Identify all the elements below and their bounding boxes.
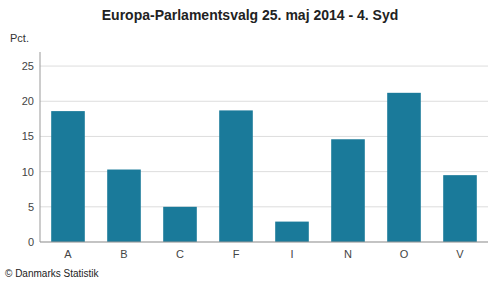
bar (51, 111, 85, 242)
chart-svg: Europa-Parlamentsvalg 25. maj 2014 - 4. … (0, 0, 500, 282)
x-tick-label: N (344, 248, 352, 260)
bar (331, 139, 365, 242)
x-tick-label: O (400, 248, 409, 260)
grid-line (40, 242, 488, 243)
x-tick-label: F (233, 248, 240, 260)
footer: © Danmarks Statistik (5, 268, 100, 279)
x-tick-label: I (290, 248, 293, 260)
grid-line (40, 66, 488, 67)
y-axis-line (40, 52, 41, 242)
y-axis-label: Pct. (10, 32, 29, 44)
y-tick-label: 10 (22, 166, 34, 178)
bar (275, 222, 309, 242)
x-tick-label: V (456, 248, 464, 260)
bar (443, 175, 477, 242)
chart-container: Europa-Parlamentsvalg 25. maj 2014 - 4. … (0, 0, 500, 282)
bars (51, 93, 477, 242)
x-tick-label: C (176, 248, 184, 260)
y-tick-label: 5 (28, 201, 34, 213)
title: Europa-Parlamentsvalg 25. maj 2014 - 4. … (102, 7, 398, 23)
bar (163, 207, 197, 242)
y-tick-label: 15 (22, 130, 34, 142)
bar (387, 93, 421, 242)
y-axis: 0 5 10 15 20 25 (22, 52, 488, 248)
x-tick-label: A (64, 248, 72, 260)
x-axis-line (40, 242, 488, 243)
y-tick-label: 20 (22, 95, 34, 107)
y-tick-label: 0 (28, 236, 34, 248)
y-tick-label: 25 (22, 60, 34, 72)
x-axis: ABCFINOV (40, 242, 488, 260)
bar (219, 110, 253, 242)
x-tick-label: B (120, 248, 127, 260)
bar (107, 170, 141, 242)
